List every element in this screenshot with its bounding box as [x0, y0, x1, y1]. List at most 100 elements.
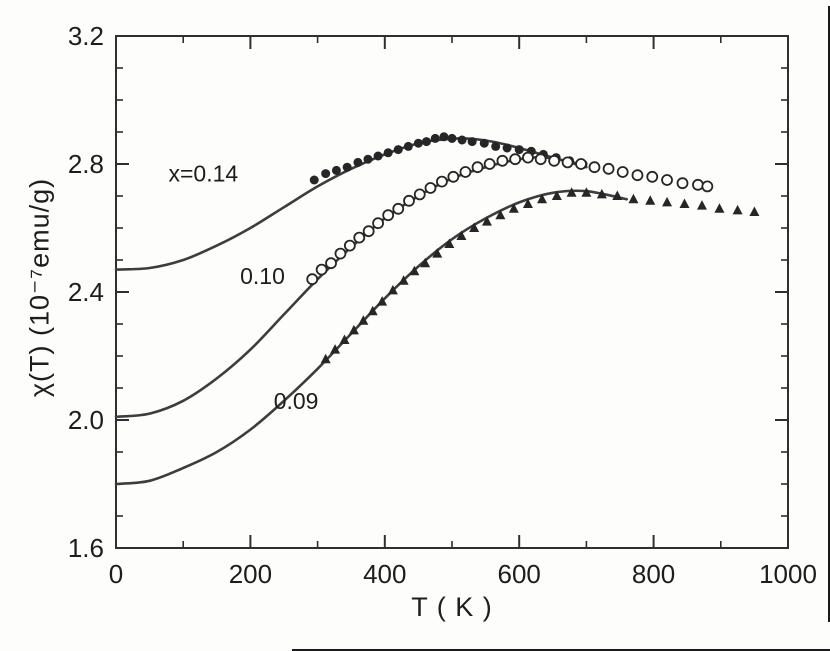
marker-filled-triangle [696, 200, 707, 210]
marker-filled-triangle [749, 206, 760, 216]
marker-open-circle [459, 166, 472, 178]
marker-filled-triangle [377, 296, 388, 306]
marker-filled-circle [342, 162, 352, 172]
marker-open-circle [496, 154, 509, 167]
marker-open-circle [631, 169, 644, 182]
marker-filled-circle [413, 138, 423, 148]
marker-open-circle [588, 161, 601, 174]
marker-filled-triangle [444, 238, 455, 248]
marker-filled-circle [439, 132, 449, 142]
marker-open-circle [436, 175, 448, 188]
marker-filled-circle [421, 137, 431, 147]
marker-open-circle [413, 188, 426, 201]
scan-edge-right [828, 6, 830, 622]
marker-filled-circle [363, 154, 373, 164]
marker-filled-triangle [481, 216, 492, 226]
marker-open-circle [616, 166, 629, 178]
scan-edge-bottom [292, 649, 830, 651]
marker-filled-triangle [628, 193, 639, 204]
marker-open-circle [561, 156, 574, 169]
marker-open-circle [701, 180, 714, 193]
marker-filled-circle [353, 157, 363, 167]
marker-open-circle [534, 153, 547, 166]
x-axis-label: T ( K ) [411, 592, 493, 622]
marker-filled-circle [331, 165, 341, 175]
marker-filled-circle [393, 145, 403, 155]
y-tick-label: 2.4 [68, 277, 104, 307]
marker-filled-triangle [456, 230, 467, 240]
marker-open-circle [661, 174, 673, 186]
marker-filled-triangle [679, 198, 690, 208]
marker-open-circle [325, 257, 337, 270]
marker-filled-triangle [596, 188, 607, 199]
marker-open-circle [424, 182, 437, 194]
marker-filled-triangle [398, 275, 409, 285]
marker-filled-circle [321, 169, 331, 179]
marker-filled-circle [373, 151, 383, 161]
marker-open-circle [353, 231, 366, 244]
marker-filled-triangle [387, 284, 398, 295]
marker-open-circle [343, 239, 356, 252]
marker-filled-triangle [714, 203, 725, 213]
marker-open-circle [692, 178, 704, 191]
plot-frame [115, 35, 789, 549]
marker-filled-circle [479, 138, 489, 148]
y-tick-label: 2.8 [68, 149, 104, 179]
y-tick-label: 2.0 [68, 405, 104, 435]
marker-open-circle [602, 162, 615, 175]
marker-open-circle [646, 170, 659, 183]
marker-open-circle [509, 153, 522, 166]
marker-filled-triangle [320, 353, 331, 364]
marker-open-circle [372, 217, 384, 230]
marker-filled-circle [309, 175, 319, 185]
marker-filled-circle [430, 133, 440, 143]
marker-filled-triangle [358, 315, 369, 325]
x-tick-label: 0 [109, 559, 123, 589]
marker-filled-triangle [612, 190, 623, 200]
curve-label-2: 0.09 [274, 388, 319, 414]
marker-filled-circle [403, 141, 413, 151]
marker-open-circle [483, 158, 496, 170]
marker-open-circle [315, 263, 328, 276]
y-tick-label: 1.6 [68, 533, 104, 563]
marker-filled-triangle [409, 265, 420, 276]
marker-filled-triangle [522, 198, 533, 208]
marker-open-circle [447, 170, 460, 183]
series-line-x009-model [114, 189, 628, 486]
series-line-x010-model [114, 155, 581, 419]
y-axis-label: χ(T) (10⁻⁷emu/g) [24, 177, 55, 398]
x-tick-label: 800 [632, 559, 675, 589]
y-tick-label: 3.2 [68, 21, 104, 51]
marker-filled-triangle [348, 324, 359, 335]
marker-open-circle [334, 247, 347, 260]
marker-open-circle [471, 161, 484, 174]
marker-filled-circle [467, 137, 477, 147]
marker-filled-triangle [420, 257, 431, 268]
marker-filled-triangle [566, 187, 577, 197]
marker-filled-circle [491, 141, 501, 151]
marker-filled-triangle [537, 193, 548, 204]
marker-filled-circle [383, 148, 393, 158]
marker-filled-triangle [339, 334, 350, 344]
marker-open-circle [306, 273, 319, 286]
x-tick-label: 600 [498, 559, 541, 589]
marker-open-circle [676, 177, 689, 190]
marker-filled-circle [514, 145, 524, 155]
marker-filled-triangle [732, 204, 743, 215]
marker-filled-triangle [330, 344, 341, 354]
curve-label-0: x=0.14 [169, 161, 239, 187]
marker-filled-triangle [662, 196, 673, 207]
marker-filled-triangle [432, 248, 443, 258]
marker-filled-triangle [551, 190, 562, 200]
marker-filled-circle [502, 143, 512, 153]
marker-open-circle [548, 154, 561, 167]
marker-filled-circle [447, 133, 457, 143]
marker-open-circle [392, 202, 405, 215]
marker-filled-triangle [645, 195, 656, 205]
x-tick-label: 200 [229, 559, 272, 589]
x-tick-label: 1000 [759, 559, 817, 589]
marker-filled-triangle [508, 203, 519, 213]
marker-open-circle [522, 151, 534, 164]
